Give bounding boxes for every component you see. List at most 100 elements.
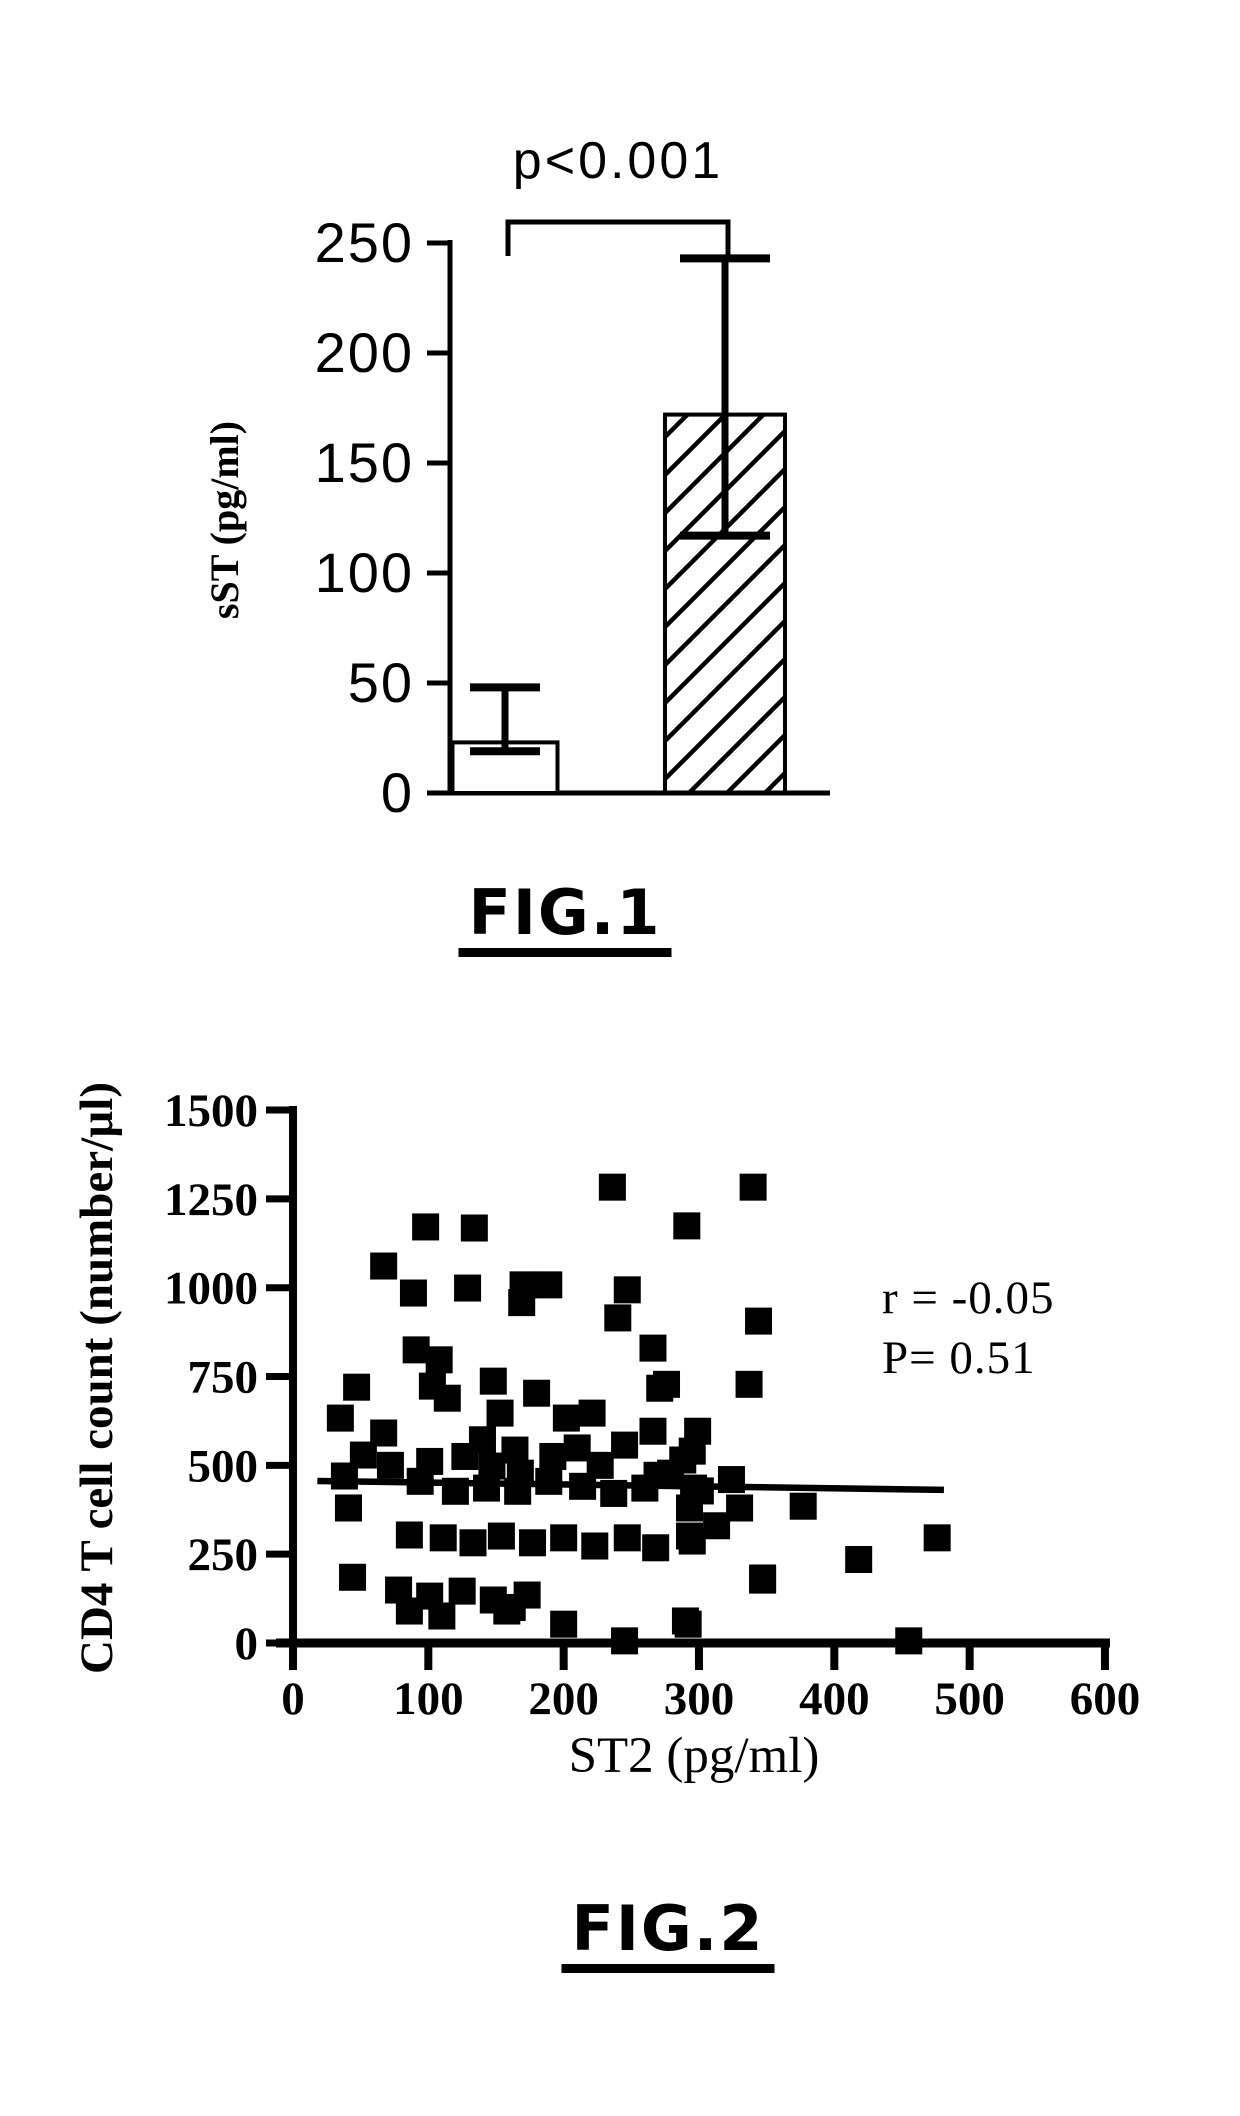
y-tick-label: 250 xyxy=(315,211,414,274)
data-point xyxy=(479,1367,507,1395)
data-point xyxy=(441,1477,469,1505)
x-tick-label: 300 xyxy=(664,1673,735,1725)
fig2-caption: FIG.2 xyxy=(561,1896,775,1974)
data-point xyxy=(642,1534,670,1562)
data-point xyxy=(339,1563,367,1591)
annotation-p-value: P= 0.51 xyxy=(882,1332,1036,1384)
data-point xyxy=(671,1607,699,1635)
data-point xyxy=(739,1173,767,1201)
y-tick-label: 250 xyxy=(188,1529,259,1581)
data-point xyxy=(501,1436,529,1464)
data-point xyxy=(631,1474,659,1502)
data-point xyxy=(428,1602,456,1630)
y-tick-label: 100 xyxy=(315,541,414,604)
data-point xyxy=(523,1379,551,1407)
x-tick-label: 600 xyxy=(1070,1673,1141,1725)
fig1-caption: FIG.1 xyxy=(458,880,672,958)
data-point xyxy=(845,1546,873,1574)
y-tick-label: 50 xyxy=(348,651,414,714)
data-point xyxy=(402,1336,430,1364)
y-tick-label: 150 xyxy=(315,431,414,494)
data-point xyxy=(604,1304,632,1332)
x-axis-label: ST2 (pg/ml) xyxy=(569,1728,820,1784)
data-point xyxy=(370,1419,398,1447)
data-point xyxy=(581,1532,609,1560)
data-point xyxy=(745,1307,773,1335)
y-tick-label: 1000 xyxy=(164,1263,258,1315)
x-tick-label: 0 xyxy=(281,1673,305,1725)
data-point xyxy=(399,1279,427,1307)
fig2-scatter-chart: 0 100 200 300 400 500 600 0 250 500 750 1000 1250 150… xyxy=(71,1082,1141,1784)
y-tick-label: 500 xyxy=(188,1440,259,1492)
data-point xyxy=(611,1431,639,1459)
y-axis-label: sST (pg/ml) xyxy=(202,421,247,619)
y-tick-label: 0 xyxy=(235,1618,259,1670)
y-tick-label: 200 xyxy=(315,321,414,384)
y-tick-label: 0 xyxy=(381,761,414,824)
data-point xyxy=(334,1494,362,1522)
data-point xyxy=(498,1593,526,1621)
data-point xyxy=(326,1404,354,1432)
data-point xyxy=(468,1426,496,1454)
data-point xyxy=(550,1524,578,1552)
data-point xyxy=(735,1370,763,1398)
data-point xyxy=(895,1627,923,1655)
significance-label: p<0.001 xyxy=(513,132,723,190)
data-point xyxy=(395,1521,423,1549)
data-point xyxy=(343,1373,371,1401)
data-point xyxy=(600,1479,628,1507)
data-point xyxy=(552,1404,580,1432)
data-point xyxy=(678,1527,706,1555)
data-point xyxy=(676,1494,704,1522)
data-point xyxy=(726,1494,754,1522)
data-point xyxy=(460,1214,488,1242)
data-point xyxy=(487,1522,515,1550)
data-point xyxy=(473,1474,501,1502)
data-point xyxy=(433,1384,461,1412)
data-point xyxy=(425,1346,453,1374)
x-tick-label: 500 xyxy=(934,1673,1005,1725)
y-tick-label: 1500 xyxy=(164,1085,258,1137)
y-tick-label: 1250 xyxy=(164,1174,258,1226)
data-point xyxy=(639,1334,667,1362)
data-point xyxy=(539,1442,567,1470)
data-point xyxy=(578,1399,606,1427)
data-point xyxy=(429,1524,457,1552)
fig1-bar-chart: 0 50 100 150 200 250 sST (pg/ml) p<0.001 xyxy=(202,132,830,824)
data-point xyxy=(569,1472,597,1500)
data-point xyxy=(613,1524,641,1552)
data-point xyxy=(395,1597,423,1625)
data-point xyxy=(789,1492,817,1520)
data-point xyxy=(535,1271,563,1299)
y-axis-label: CD4 T cell count (number/µl) xyxy=(71,1082,123,1674)
data-point xyxy=(598,1173,626,1201)
x-tick-label: 400 xyxy=(799,1673,870,1725)
data-point xyxy=(508,1289,536,1317)
data-point xyxy=(639,1417,667,1445)
data-point xyxy=(459,1529,487,1557)
data-point xyxy=(448,1577,476,1605)
data-point xyxy=(646,1374,674,1402)
data-point xyxy=(717,1466,745,1494)
data-point xyxy=(504,1477,532,1505)
data-point xyxy=(406,1467,434,1495)
data-point xyxy=(923,1524,951,1552)
data-point xyxy=(330,1462,358,1490)
data-point xyxy=(673,1212,701,1240)
data-point xyxy=(550,1610,578,1638)
data-point xyxy=(657,1459,685,1487)
data-point xyxy=(703,1512,731,1540)
data-point xyxy=(486,1399,514,1427)
annotation-r-value: r = -0.05 xyxy=(882,1272,1055,1324)
data-point xyxy=(535,1467,563,1495)
data-point xyxy=(563,1434,591,1462)
y-tick-label: 750 xyxy=(188,1352,259,1404)
data-point xyxy=(376,1451,404,1479)
data-point xyxy=(611,1627,639,1655)
x-tick-label: 100 xyxy=(393,1673,464,1725)
data-point xyxy=(519,1529,547,1557)
x-tick-label: 200 xyxy=(528,1673,599,1725)
data-point xyxy=(370,1252,398,1280)
data-point xyxy=(749,1564,777,1592)
